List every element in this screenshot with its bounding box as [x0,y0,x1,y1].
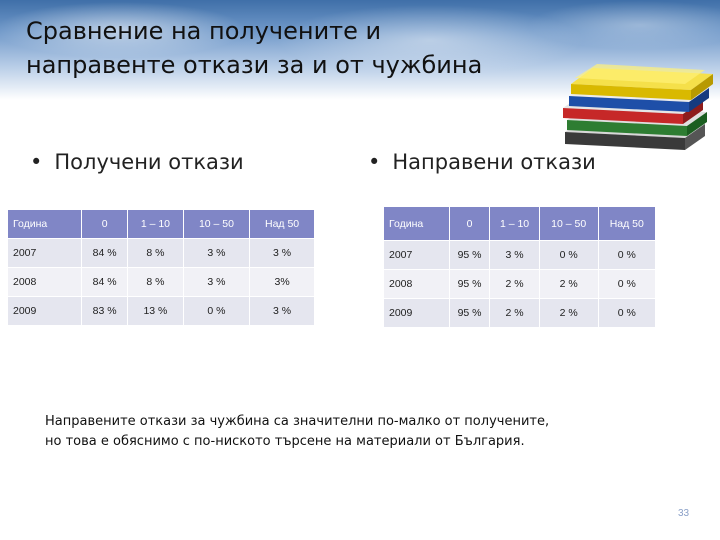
header-cell: 10 – 50 [183,210,251,238]
table-cell: 8 % [128,267,184,296]
table-row: 2009 83 % 13 % 0 % 3 % [8,296,315,325]
page-number: 33 [678,508,690,519]
table-cell: 84 % [82,267,129,296]
table-cell: 2 % [490,298,540,327]
table-cell: 2009 [8,296,83,325]
table-cell: 2 % [539,269,599,298]
header-cell: Над 50 [598,207,656,240]
table-cell: 3 % [183,267,251,296]
table-cell: 2007 [8,238,83,267]
header-cell: 1 – 10 [128,210,184,238]
stacked-books-icon [563,64,713,150]
table-cell: 2009 [384,298,450,327]
title-line-2: направенте откази за и от чужбина [26,51,483,79]
header-cell: 10 – 50 [539,207,599,240]
table-cell: 95 % [449,298,491,327]
table-cell: 0 % [598,269,656,298]
header-cell: Над 50 [250,210,315,238]
table-cell: 84 % [82,238,129,267]
title-line-1: Сравнение на получените и [26,17,382,45]
received-refusals-table: Година 0 1 – 10 10 – 50 Над 50 2007 84 %… [8,210,315,325]
note-line-2: но това е обяснимо с по-ниското търсене … [45,434,525,449]
table-cell: 2 % [539,298,599,327]
table-row: 2007 84 % 8 % 3 % 3 % [8,238,315,267]
slide-title: Сравнение на получените и направенте отк… [26,14,546,82]
table-cell: 3 % [250,238,315,267]
table-cell: 0 % [598,240,656,269]
bullet-received: • Получени откази [30,150,244,174]
table-cell: 3% [250,267,315,296]
table-header-row: Година 0 1 – 10 10 – 50 Над 50 [8,210,315,238]
table-row: 2008 95 % 2 % 2 % 0 % [384,269,656,298]
table-cell: 83 % [82,296,129,325]
header-cell: Година [8,210,83,238]
table-cell: 95 % [449,269,491,298]
table-row: 2009 95 % 2 % 2 % 0 % [384,298,656,327]
table-cell: 2007 [384,240,450,269]
table-cell: 2008 [8,267,83,296]
made-refusals-table: Година 0 1 – 10 10 – 50 Над 50 2007 95 %… [384,207,656,327]
table-cell: 0 % [598,298,656,327]
bullet-received-label: Получени откази [54,150,244,174]
table-cell: 2008 [384,269,450,298]
table-cell: 3 % [490,240,540,269]
table-row: 2008 84 % 8 % 3 % 3% [8,267,315,296]
table-cell: 2 % [490,269,540,298]
conclusion-note: Направените откази за чужбина са значите… [45,412,645,452]
table-cell: 3 % [183,238,251,267]
header-cell: 1 – 10 [490,207,540,240]
table-cell: 13 % [128,296,184,325]
table-header-row: Година 0 1 – 10 10 – 50 Над 50 [384,207,656,240]
bullet-dot: • [368,150,381,174]
note-line-1: Направените откази за чужбина са значите… [45,414,550,429]
table-cell: 8 % [128,238,184,267]
table-cell: 0 % [539,240,599,269]
bullet-dot: • [30,150,43,174]
header-cell: 0 [449,207,491,240]
table-cell: 0 % [183,296,251,325]
header-background [0,0,720,100]
bullet-made: • Направени откази [368,150,596,174]
table-cell: 95 % [449,240,491,269]
header-cell: 0 [82,210,129,238]
table-cell: 3 % [250,296,315,325]
table-row: 2007 95 % 3 % 0 % 0 % [384,240,656,269]
bullet-made-label: Направени откази [392,150,596,174]
header-cell: Година [384,207,450,240]
